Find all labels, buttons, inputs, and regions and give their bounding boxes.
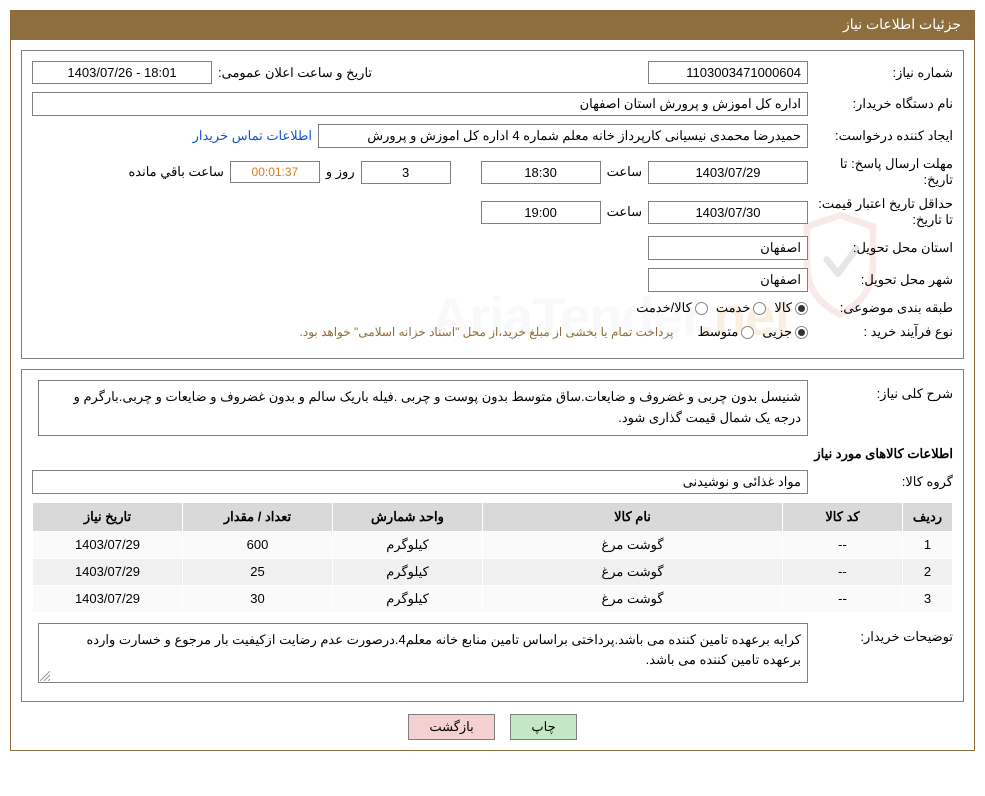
items-table: ردیفکد کالانام کالاواحد شمارشتعداد / مقد… (32, 502, 953, 613)
delivery-city-label: شهر محل تحویل: (808, 272, 953, 288)
days-count-field: 3 (361, 161, 451, 184)
price-date-field: 1403/07/30 (648, 201, 808, 224)
table-header: واحد شمارش (333, 502, 483, 531)
delivery-province-label: استان محل تحویل: (808, 240, 953, 256)
response-date-field: 1403/07/29 (648, 161, 808, 184)
table-cell: 30 (183, 585, 333, 612)
back-button[interactable]: بازگشت (408, 714, 494, 740)
purchase-type-label: نوع فرآیند خرید : (808, 324, 953, 340)
buyer-org-label: نام دستگاه خریدار: (808, 96, 953, 112)
table-header: تعداد / مقدار (183, 502, 333, 531)
response-time-field: 18:30 (481, 161, 601, 184)
items-heading: اطلاعات کالاهای مورد نیاز (32, 446, 953, 462)
table-cell: گوشت مرغ (483, 585, 783, 612)
buyer-notes-field[interactable]: کرایه برعهده تامین کننده می باشد.پرداختی… (38, 623, 808, 683)
page-title: جزئیات اطلاعات نیاز (843, 16, 961, 32)
table-cell: گوشت مرغ (483, 531, 783, 558)
payment-note: پرداخت تمام یا بخشی از مبلغ خرید،از محل … (300, 325, 674, 339)
announce-label: تاریخ و ساعت اعلان عمومی: (212, 65, 378, 81)
buyer-contact-link[interactable]: اطلاعات تماس خریدار (187, 128, 318, 144)
radio-khedmat[interactable]: خدمت (716, 300, 767, 316)
delivery-province-field: اصفهان (648, 236, 808, 260)
time-word-1: ساعت (601, 164, 648, 180)
general-desc-label: شرح کلی نیاز: (808, 380, 953, 402)
table-cell: کیلوگرم (333, 558, 483, 585)
table-cell: -- (783, 585, 903, 612)
group-label: گروه کالا: (808, 474, 953, 490)
need-number-label: شماره نیاز: (808, 65, 953, 81)
table-header: ردیف (903, 502, 953, 531)
page-header: جزئیات اطلاعات نیاز (10, 10, 975, 39)
purchase-type-radio-group: جزیی متوسط (697, 324, 808, 340)
resize-handle-icon[interactable] (40, 671, 50, 681)
table-cell: کیلوگرم (333, 531, 483, 558)
table-cell: -- (783, 558, 903, 585)
table-row: 3--گوشت مرغکیلوگرم301403/07/29 (33, 585, 953, 612)
general-desc-field: شنیسل بدون چربی و غضروف و ضایعات.ساق متو… (38, 380, 808, 436)
price-time-field: 19:00 (481, 201, 601, 224)
form-section-top: شماره نیاز: 1103003471000604 تاریخ و ساع… (21, 50, 964, 359)
table-row: 2--گوشت مرغکیلوگرم251403/07/29 (33, 558, 953, 585)
table-cell: 25 (183, 558, 333, 585)
category-radio-group: کالا خدمت کالا/خدمت (636, 300, 808, 316)
buttons-row: چاپ بازگشت (21, 714, 964, 740)
need-number-field: 1103003471000604 (648, 61, 808, 84)
main-frame: شماره نیاز: 1103003471000604 تاریخ و ساع… (10, 39, 975, 751)
response-deadline-label: مهلت ارسال پاسخ: تا تاریخ: (808, 156, 953, 188)
table-cell: 1403/07/29 (33, 585, 183, 612)
time-left-field: 00:01:37 (230, 161, 320, 183)
radio-medium[interactable]: متوسط (697, 324, 754, 340)
time-left-word: ساعت باقي مانده (122, 164, 229, 180)
table-cell: 1403/07/29 (33, 531, 183, 558)
announce-field: 1403/07/26 - 18:01 (32, 61, 212, 84)
table-cell: 1403/07/29 (33, 558, 183, 585)
group-field: مواد غذائی و نوشیدنی (32, 470, 808, 494)
table-cell: کیلوگرم (333, 585, 483, 612)
price-validity-label: حداقل تاریخ اعتبار قیمت: تا تاریخ: (808, 196, 953, 228)
table-row: 1--گوشت مرغکیلوگرم6001403/07/29 (33, 531, 953, 558)
table-cell: 2 (903, 558, 953, 585)
table-header: تاریخ نیاز (33, 502, 183, 531)
table-cell: -- (783, 531, 903, 558)
table-cell: 600 (183, 531, 333, 558)
requester-field: حمیدرضا محمدی نیسیانی کارپرداز خانه معلم… (318, 124, 808, 148)
buyer-notes-label: توضیحات خریدار: (808, 623, 953, 645)
time-word-2: ساعت (601, 204, 648, 220)
radio-partial[interactable]: جزیی (762, 324, 808, 340)
table-cell: گوشت مرغ (483, 558, 783, 585)
delivery-city-field: اصفهان (648, 268, 808, 292)
radio-both[interactable]: کالا/خدمت (636, 300, 708, 316)
buyer-org-field: اداره کل اموزش و پرورش استان اصفهان (32, 92, 808, 116)
table-header: کد کالا (783, 502, 903, 531)
form-section-details: شرح کلی نیاز: شنیسل بدون چربی و غضروف و … (21, 369, 964, 702)
table-cell: 1 (903, 531, 953, 558)
days-word: روز و (320, 164, 361, 180)
table-header: نام کالا (483, 502, 783, 531)
radio-kala[interactable]: کالا (774, 300, 808, 316)
requester-label: ایجاد کننده درخواست: (808, 128, 953, 144)
print-button[interactable]: چاپ (510, 714, 576, 740)
table-cell: 3 (903, 585, 953, 612)
category-label: طبقه بندی موضوعی: (808, 300, 953, 316)
